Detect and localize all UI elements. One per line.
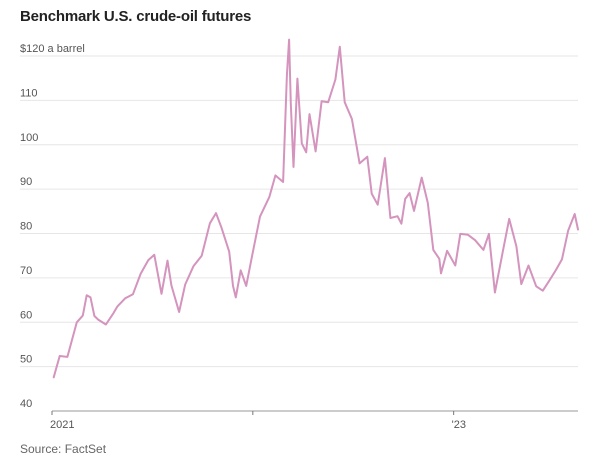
y-tick-label: $120 a barrel [20, 43, 85, 55]
price-line [52, 38, 579, 379]
x-axis-ticks: 2021 '23 [50, 411, 466, 431]
y-tick-label: 50 [20, 354, 32, 366]
y-tick-label: 80 [20, 221, 32, 233]
y-tick-label: 40 [20, 398, 32, 410]
series [52, 38, 579, 379]
y-tick-label: 60 [20, 309, 32, 321]
y-tick-label: 70 [20, 265, 32, 277]
x-tick-label: 2021 [50, 419, 74, 431]
chart-title: Benchmark U.S. crude-oil futures [20, 8, 252, 25]
y-tick-label: 100 [20, 132, 38, 144]
y-axis-labels: $120 a barrel 110 100 90 80 70 60 50 40 [20, 43, 85, 410]
source-note: Source: FactSet [20, 442, 107, 456]
y-tick-label: 110 [20, 87, 38, 99]
y-tick-label: 90 [20, 176, 32, 188]
x-tick-label: '23 [452, 419, 466, 431]
